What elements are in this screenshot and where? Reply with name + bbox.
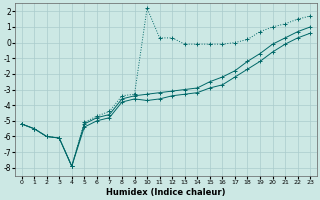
X-axis label: Humidex (Indice chaleur): Humidex (Indice chaleur) [106, 188, 226, 197]
